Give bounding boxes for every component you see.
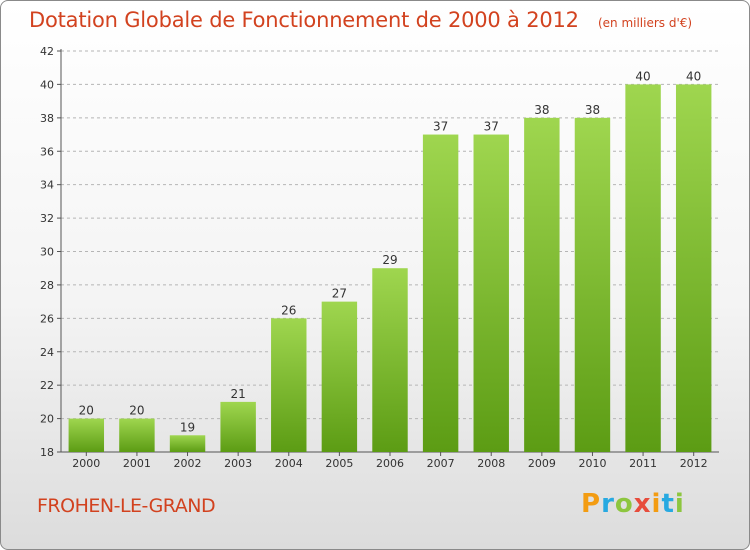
bar-2011 — [625, 84, 661, 453]
data-label-2008: 37 — [484, 120, 499, 134]
bar-2000 — [68, 418, 105, 452]
y-tick-label: 40 — [40, 78, 54, 91]
chart-subtitle: (en milliers d'€) — [597, 16, 693, 30]
logo-letter: i — [651, 489, 662, 519]
bar-2003 — [220, 401, 256, 452]
y-tick-label: 36 — [40, 145, 54, 158]
bar-2006 — [372, 268, 408, 452]
logo-letter: i — [674, 489, 685, 519]
data-labels: 20 20 19 21 26 27 29 37 37 38 38 40 40 — [79, 69, 702, 434]
data-label-2002: 19 — [180, 420, 195, 434]
y-tick-label: 28 — [40, 279, 54, 292]
bars — [68, 84, 712, 453]
bar-2009 — [524, 117, 560, 452]
data-label-2009: 38 — [534, 103, 549, 117]
y-tick-label: 42 — [40, 45, 54, 58]
bar-2012 — [675, 84, 712, 453]
x-tick-label-2006: 2006 — [376, 457, 404, 470]
bar-2005 — [321, 301, 358, 452]
y-tick-label: 24 — [40, 346, 54, 359]
data-label-2001: 20 — [129, 404, 144, 418]
y-tick-label: 32 — [40, 212, 54, 225]
bar-2004 — [271, 318, 307, 452]
logo-letter: o — [614, 489, 634, 519]
y-tick-label: 22 — [40, 379, 54, 392]
x-tick-label-2010: 2010 — [578, 457, 606, 470]
x-tick-label-2009: 2009 — [528, 457, 556, 470]
data-label-2006: 29 — [382, 253, 397, 267]
bar-2002 — [169, 435, 206, 452]
data-label-2003: 21 — [231, 387, 246, 401]
place-name: FROHEN-LE-GRAND — [37, 495, 216, 517]
bar-2001 — [119, 418, 155, 452]
x-tick-label-2005: 2005 — [325, 457, 353, 470]
y-tick-label: 26 — [40, 312, 54, 325]
x-tick-label-2008: 2008 — [477, 457, 505, 470]
data-label-2000: 20 — [79, 404, 94, 418]
proxiti-logo: Proxiti — [581, 489, 685, 519]
data-label-2005: 27 — [332, 287, 347, 301]
data-label-2007: 37 — [433, 120, 448, 134]
x-tick-label-2001: 2001 — [123, 457, 151, 470]
x-tick-label-2002: 2002 — [174, 457, 202, 470]
logo-letter: r — [601, 489, 615, 519]
logo-letter: t — [661, 489, 675, 519]
x-tick-label-2007: 2007 — [427, 457, 455, 470]
y-tick-label: 38 — [40, 112, 54, 125]
bar-2010 — [574, 117, 611, 452]
x-tick-label-2003: 2003 — [224, 457, 252, 470]
logo-letter: P — [581, 489, 602, 519]
y-tick-label: 20 — [40, 413, 54, 426]
logo-letter: x — [633, 489, 652, 519]
data-label-2012: 40 — [686, 69, 701, 83]
y-tick-label: 18 — [40, 446, 54, 459]
y-tick-label: 30 — [40, 246, 54, 259]
chart-title: Dotation Globale de Fonctionnement de 20… — [29, 8, 579, 32]
x-tick-label-2004: 2004 — [275, 457, 303, 470]
y-tick-label: 34 — [40, 179, 54, 192]
data-label-2004: 26 — [281, 303, 296, 317]
bar-2008 — [473, 134, 509, 452]
x-tick-label-2012: 2012 — [680, 457, 708, 470]
x-tick-label-2000: 2000 — [72, 457, 100, 470]
x-tick-label-2011: 2011 — [629, 457, 657, 470]
chart-title-block: Dotation Globale de Fonctionnement de 20… — [29, 8, 692, 32]
data-label-2011: 40 — [635, 69, 650, 83]
bar-2007 — [422, 134, 459, 452]
data-label-2010: 38 — [585, 103, 600, 117]
